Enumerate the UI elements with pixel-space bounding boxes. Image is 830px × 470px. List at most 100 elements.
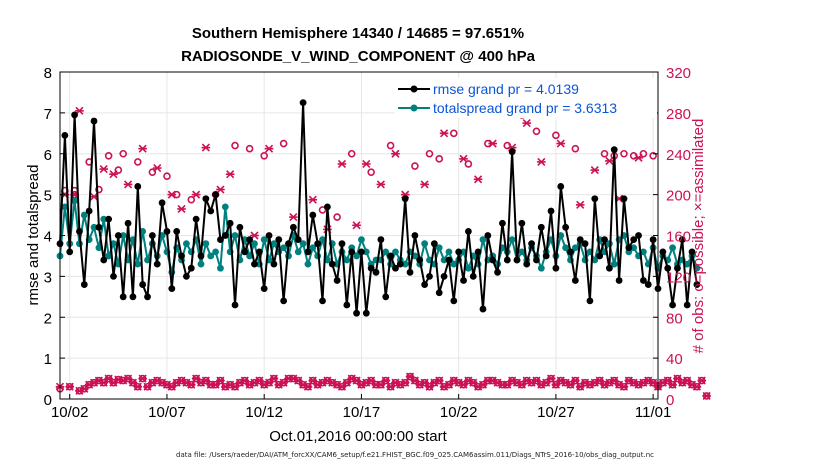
rmse-point [669,301,676,309]
rmse-point [265,232,273,239]
assimilated_high-marker [376,180,386,189]
possible_high-marker [464,160,473,168]
rmse-point [241,248,249,256]
rmse-point [401,195,409,203]
rmse-point [469,272,477,280]
rmse-point [547,207,555,215]
totalspread-point [144,256,151,264]
rmse-point [484,232,492,239]
rmse-point [552,264,560,272]
right-tick-label: 40 [666,351,683,368]
rmse-point [129,293,137,301]
left-tick-label: 6 [44,147,52,164]
footnote: data file: /Users/raeder/DAI/ATM_forcXX/… [176,451,654,459]
rmse-point [508,148,516,156]
assimilated-marker [381,376,391,385]
rmse-point [537,223,545,231]
rmse-point [499,219,506,227]
right-tick-label: 200 [666,188,691,205]
rmse-point [664,264,672,272]
totalspread-point [683,260,691,268]
assimilated-marker [400,378,410,387]
assimilated_high-marker [264,144,274,153]
assimilated_high-marker [191,190,201,199]
assimilated_high-marker [391,149,400,158]
assimilated_high-marker [308,195,318,204]
totalspread-point [479,236,487,243]
assimilated_high-marker [473,175,483,184]
assimilated_high-marker [352,221,361,230]
rmse-point [304,248,312,256]
rmse-point [294,236,302,243]
x-axis-label: Oct.01,2016 00:00:00 start [269,428,447,445]
assimilated-marker [702,391,711,401]
right-tick-label: 320 [666,65,691,82]
y-axis-label-left: rmse and totalspread [25,165,42,306]
chart-title-line2: RADIOSONDE_V_WIND_COMPONENT @ 400 hPa [181,48,536,65]
assimilated_high-marker [439,129,449,138]
rmse-point [518,219,526,227]
rmse-point [576,236,584,243]
rmse-point [134,183,142,190]
rmse-point [406,268,414,276]
rmse-point [460,277,467,284]
rmse-point [358,248,365,256]
totalspread-point [508,236,516,243]
totalspread-point [382,248,390,256]
assimilated_high-marker [337,159,347,169]
chart-title-line1: Southern Hemisphere 14340 / 14685 = 97.6… [192,25,524,42]
rmse-point [474,248,482,256]
assimilated_high-marker [361,159,371,169]
possible_high-marker [425,149,434,158]
totalspread-point [304,260,312,268]
totalspread-point [358,236,365,243]
rmse-point [139,281,147,288]
totalspread-point [71,197,78,205]
assimilated_high-marker [605,156,614,165]
rmse-point [66,248,74,256]
rmse-point [571,277,579,284]
totalspread-point [630,244,638,252]
rmse-point [513,256,521,264]
rmse-point [178,252,185,260]
totalspread-point [119,232,127,239]
rmse-point [430,240,438,248]
left-tick-label: 8 [44,65,52,82]
totalspread-point [518,248,526,256]
assimilated_high-marker [216,185,225,194]
rmse-point [280,297,288,305]
rmse-point [601,236,608,243]
rmse-point [255,248,263,256]
possible_high-marker [639,149,648,158]
possible_high-marker [119,149,128,158]
rmse-point [90,117,98,125]
rmse-point [377,236,385,243]
rmse-point [187,264,195,272]
x-axis: 10/02 10/07 10/12 10/17 10/22 10/27 11/01 [51,394,671,421]
totalspread-point [445,248,453,256]
rmse-point [202,195,210,203]
possible_high-marker [600,149,609,158]
rmse-point [615,277,623,284]
totalspread-point [134,260,142,268]
possible_high-marker [552,131,560,140]
rmse-point [153,260,161,268]
possible_high-marker [333,213,341,221]
rmse-point [659,248,667,256]
rmse-point [80,281,88,288]
rmse-point [630,236,638,243]
possible_high-marker [148,168,157,176]
plot-series [55,99,711,401]
rmse-point [503,256,511,264]
totalspread-point [571,244,579,252]
rmse-point [644,281,652,288]
left-tick-label: 4 [44,229,52,246]
totalspread-point [100,215,108,223]
assimilated_high-marker [138,144,147,153]
assimilated-marker [303,382,313,391]
totalspread-point [105,252,113,260]
possible_high-marker [411,162,419,170]
rmse-point [343,301,351,309]
assimilated_high-marker [177,204,186,213]
assimilated-marker [619,382,629,391]
